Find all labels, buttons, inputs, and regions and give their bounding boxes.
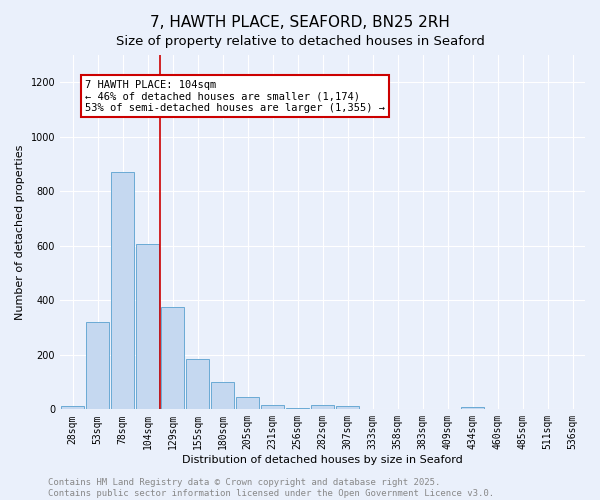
Bar — [211, 382, 234, 409]
Bar — [161, 307, 184, 410]
Bar — [61, 406, 84, 409]
Text: 7 HAWTH PLACE: 104sqm
← 46% of detached houses are smaller (1,174)
53% of semi-d: 7 HAWTH PLACE: 104sqm ← 46% of detached … — [85, 80, 385, 112]
Text: Contains HM Land Registry data © Crown copyright and database right 2025.
Contai: Contains HM Land Registry data © Crown c… — [48, 478, 494, 498]
Bar — [86, 322, 109, 410]
Y-axis label: Number of detached properties: Number of detached properties — [15, 144, 25, 320]
Bar — [461, 406, 484, 410]
Bar — [261, 404, 284, 409]
Bar — [361, 409, 384, 410]
X-axis label: Distribution of detached houses by size in Seaford: Distribution of detached houses by size … — [182, 455, 463, 465]
Bar — [111, 172, 134, 410]
Text: 7, HAWTH PLACE, SEAFORD, BN25 2RH: 7, HAWTH PLACE, SEAFORD, BN25 2RH — [150, 15, 450, 30]
Bar — [286, 408, 309, 410]
Bar — [311, 404, 334, 409]
Text: Size of property relative to detached houses in Seaford: Size of property relative to detached ho… — [116, 35, 484, 48]
Bar — [186, 359, 209, 410]
Bar — [136, 244, 159, 410]
Bar — [336, 406, 359, 409]
Bar — [236, 397, 259, 409]
